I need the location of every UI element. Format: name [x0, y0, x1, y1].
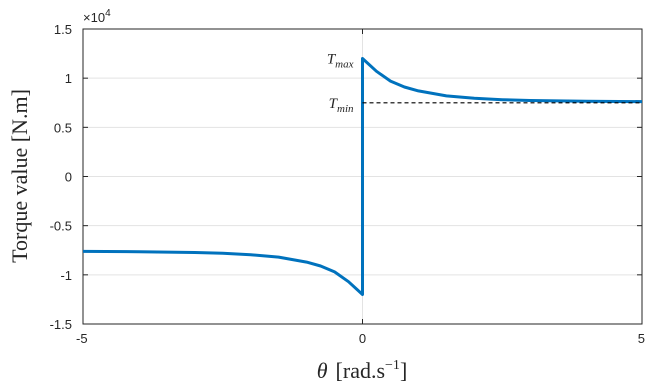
series-group	[82, 57, 643, 296]
y-tick-label: 1	[65, 71, 72, 86]
annotation-max: Tmax	[327, 52, 354, 71]
annotation-min: Tmin	[329, 96, 354, 115]
x-tick-label: 0	[359, 331, 366, 346]
x-tick-label: 5	[638, 331, 645, 346]
y-multiplier: ×104	[83, 8, 111, 25]
y-axis-label: Torque value [N.m]	[7, 89, 32, 263]
y-tick-label: -0.5	[50, 219, 72, 234]
tick-group: -1.5 -1 -0.5 0 0.5 1 1.5 -5 0 5	[50, 22, 645, 346]
annotation-group: Tmax Tmin	[327, 52, 354, 115]
x-tick-label: -5	[76, 331, 88, 346]
y-tick-label: 0.5	[54, 120, 72, 135]
y-tick-label: 1.5	[54, 22, 72, 37]
y-tick-label: -1	[60, 268, 72, 283]
y-tick-label: -1.5	[50, 317, 72, 332]
torque-curve	[82, 57, 643, 296]
y-tick-label: 0	[65, 170, 72, 185]
x-axis-label: θ [rad.s−1]	[317, 358, 408, 383]
